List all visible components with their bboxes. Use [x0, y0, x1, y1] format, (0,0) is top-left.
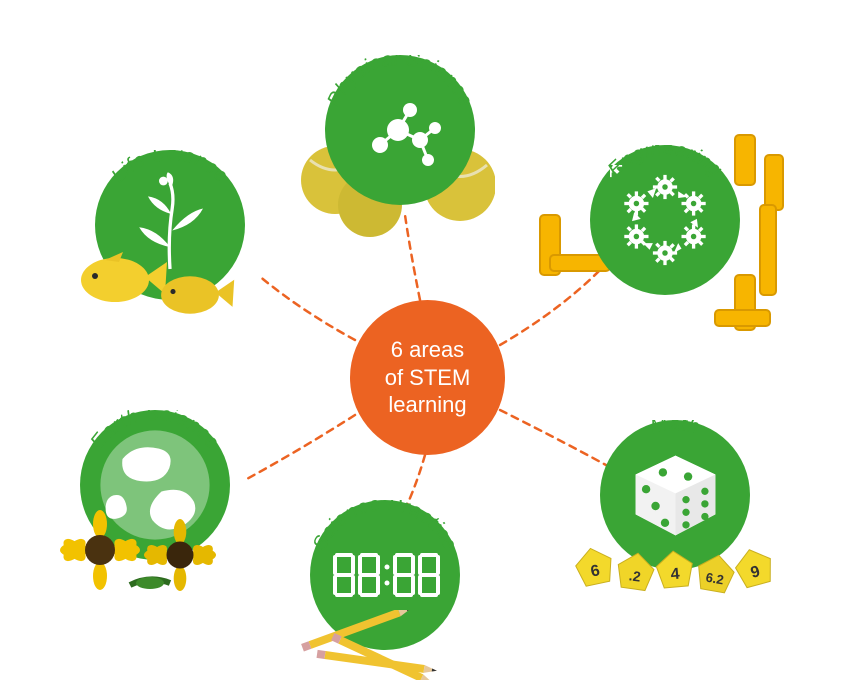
center-line1: 6 areas — [391, 337, 464, 362]
sunflowers-prop — [50, 505, 250, 595]
digital-clock-icon — [325, 550, 445, 600]
molecule-icon — [350, 80, 450, 180]
center-hub: 6 areas of STEM learning — [350, 300, 505, 455]
connector-math — [500, 410, 615, 470]
gears-icon — [610, 165, 720, 275]
pencils-prop — [280, 610, 490, 680]
node-life-science: Life Science — [95, 150, 245, 300]
fish-prop — [60, 240, 260, 330]
connector-earth-science — [245, 415, 355, 480]
connector-life-science — [258, 275, 355, 340]
node-physical-science: Physical Science — [325, 55, 475, 205]
svg-text:.2: .2 — [628, 567, 642, 584]
svg-text:6.2: 6.2 — [705, 570, 725, 588]
center-line2: of STEM — [385, 365, 471, 390]
node-earth-science: Earth Science — [80, 410, 230, 560]
center-line3: learning — [388, 392, 466, 417]
number-dice-prop: 6 .2 4 6.2 9 — [575, 525, 785, 605]
node-science-practice: Science Practice — [310, 500, 460, 650]
svg-text:4: 4 — [670, 566, 680, 584]
node-math: 6 .2 4 6.2 9 Math — [600, 420, 750, 570]
node-engineering: Engineering — [590, 145, 740, 295]
